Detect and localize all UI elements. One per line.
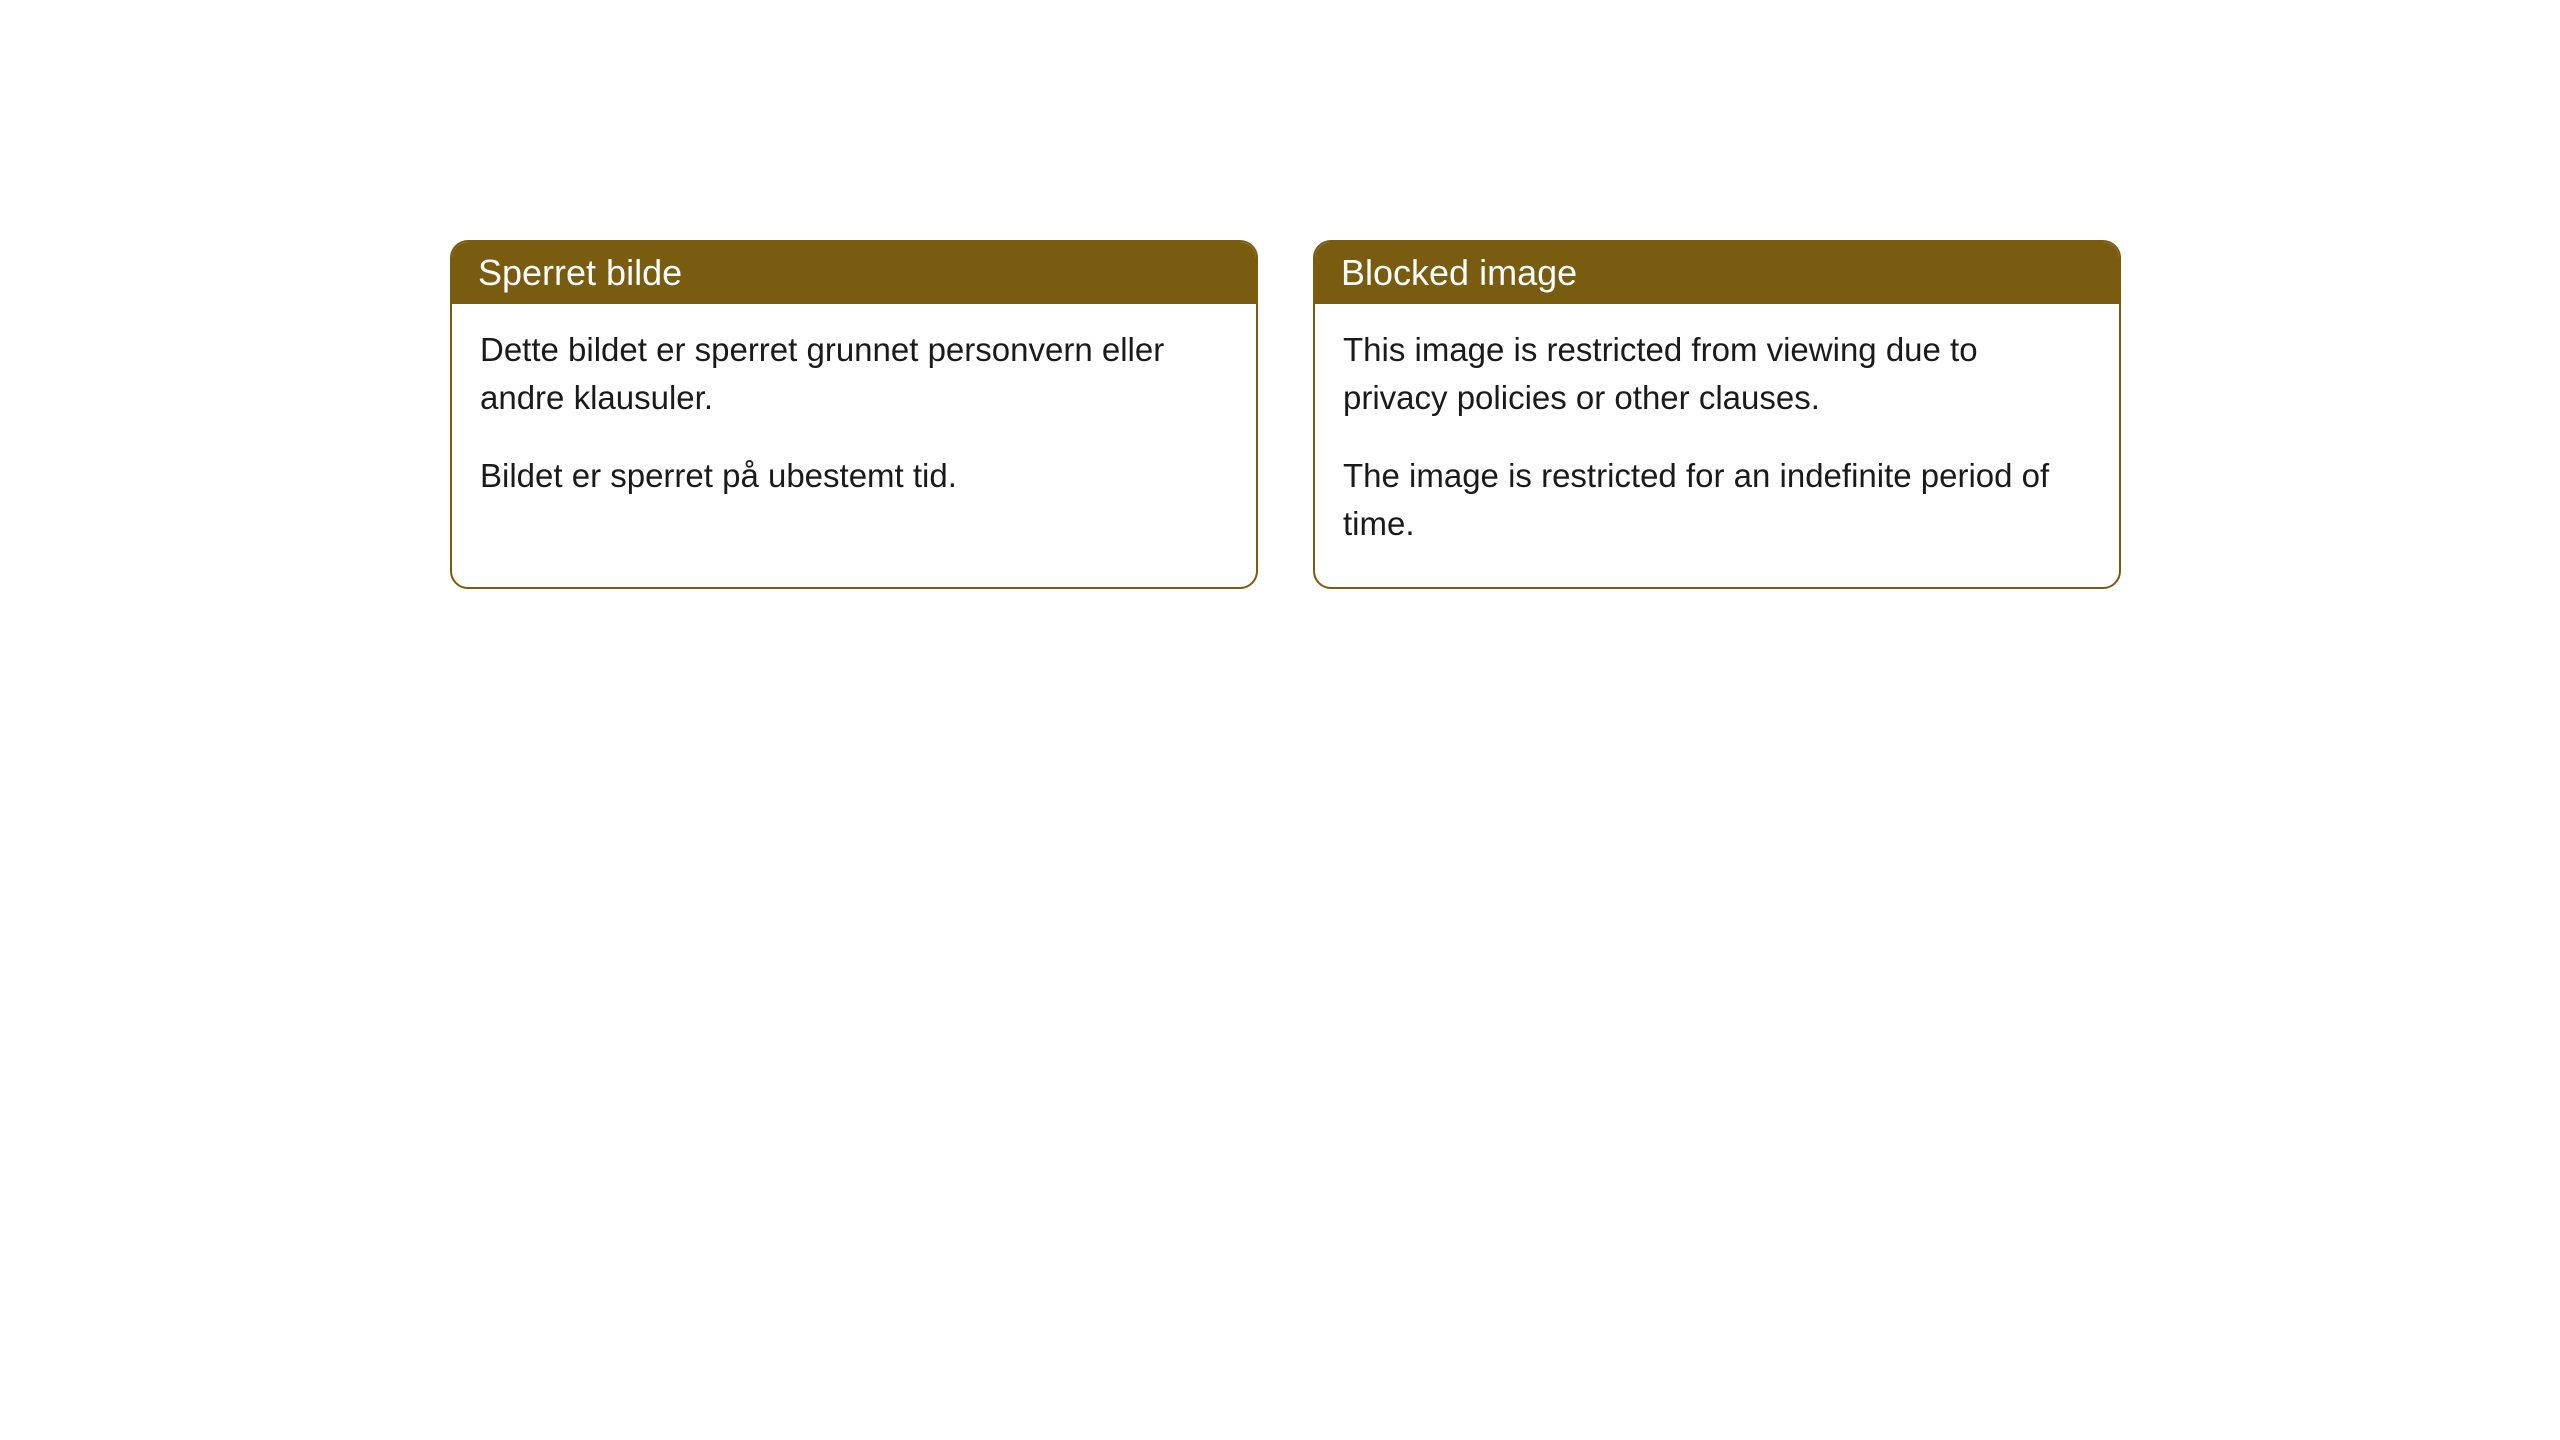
card-paragraph: The image is restricted for an indefinit… (1343, 452, 2091, 548)
card-title: Blocked image (1341, 252, 1577, 293)
card-body: This image is restricted from viewing du… (1315, 304, 2119, 587)
card-paragraph: This image is restricted from viewing du… (1343, 326, 2091, 422)
card-title: Sperret bilde (478, 252, 682, 293)
card-body: Dette bildet er sperret grunnet personve… (452, 304, 1256, 540)
card-header: Blocked image (1315, 242, 2119, 304)
card-header: Sperret bilde (452, 242, 1256, 304)
info-cards-container: Sperret bilde Dette bildet er sperret gr… (450, 240, 2121, 589)
card-paragraph: Bildet er sperret på ubestemt tid. (480, 452, 1228, 500)
blocked-image-card-english: Blocked image This image is restricted f… (1313, 240, 2121, 589)
card-paragraph: Dette bildet er sperret grunnet personve… (480, 326, 1228, 422)
blocked-image-card-norwegian: Sperret bilde Dette bildet er sperret gr… (450, 240, 1258, 589)
